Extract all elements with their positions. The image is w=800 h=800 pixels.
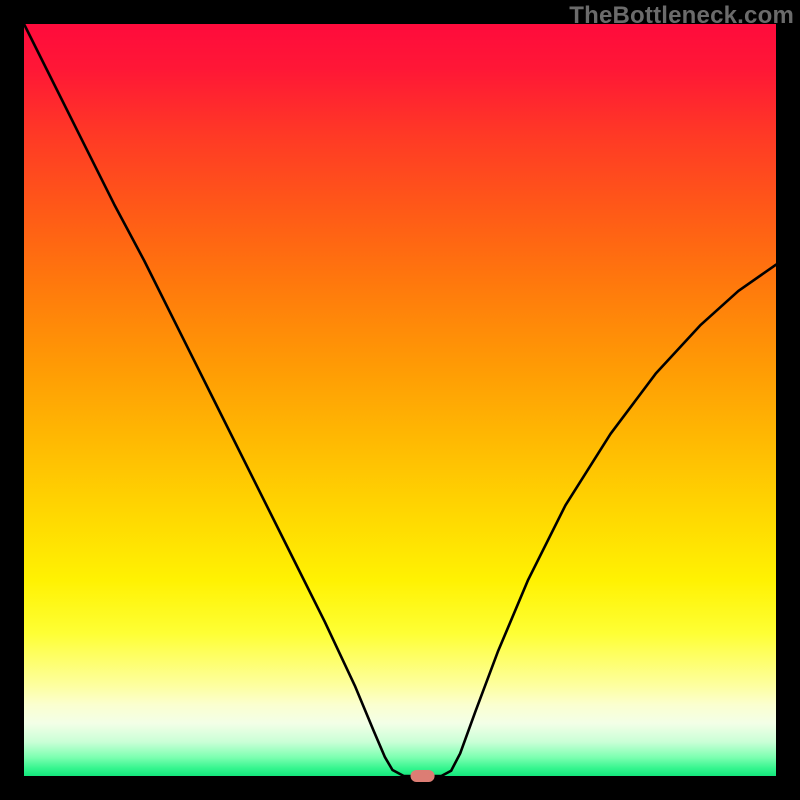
optimum-marker — [411, 770, 435, 782]
bottleneck-chart — [0, 0, 800, 800]
source-attribution: TheBottleneck.com — [569, 0, 800, 30]
stage: TheBottleneck.com — [0, 0, 800, 800]
plot-background — [24, 24, 776, 776]
